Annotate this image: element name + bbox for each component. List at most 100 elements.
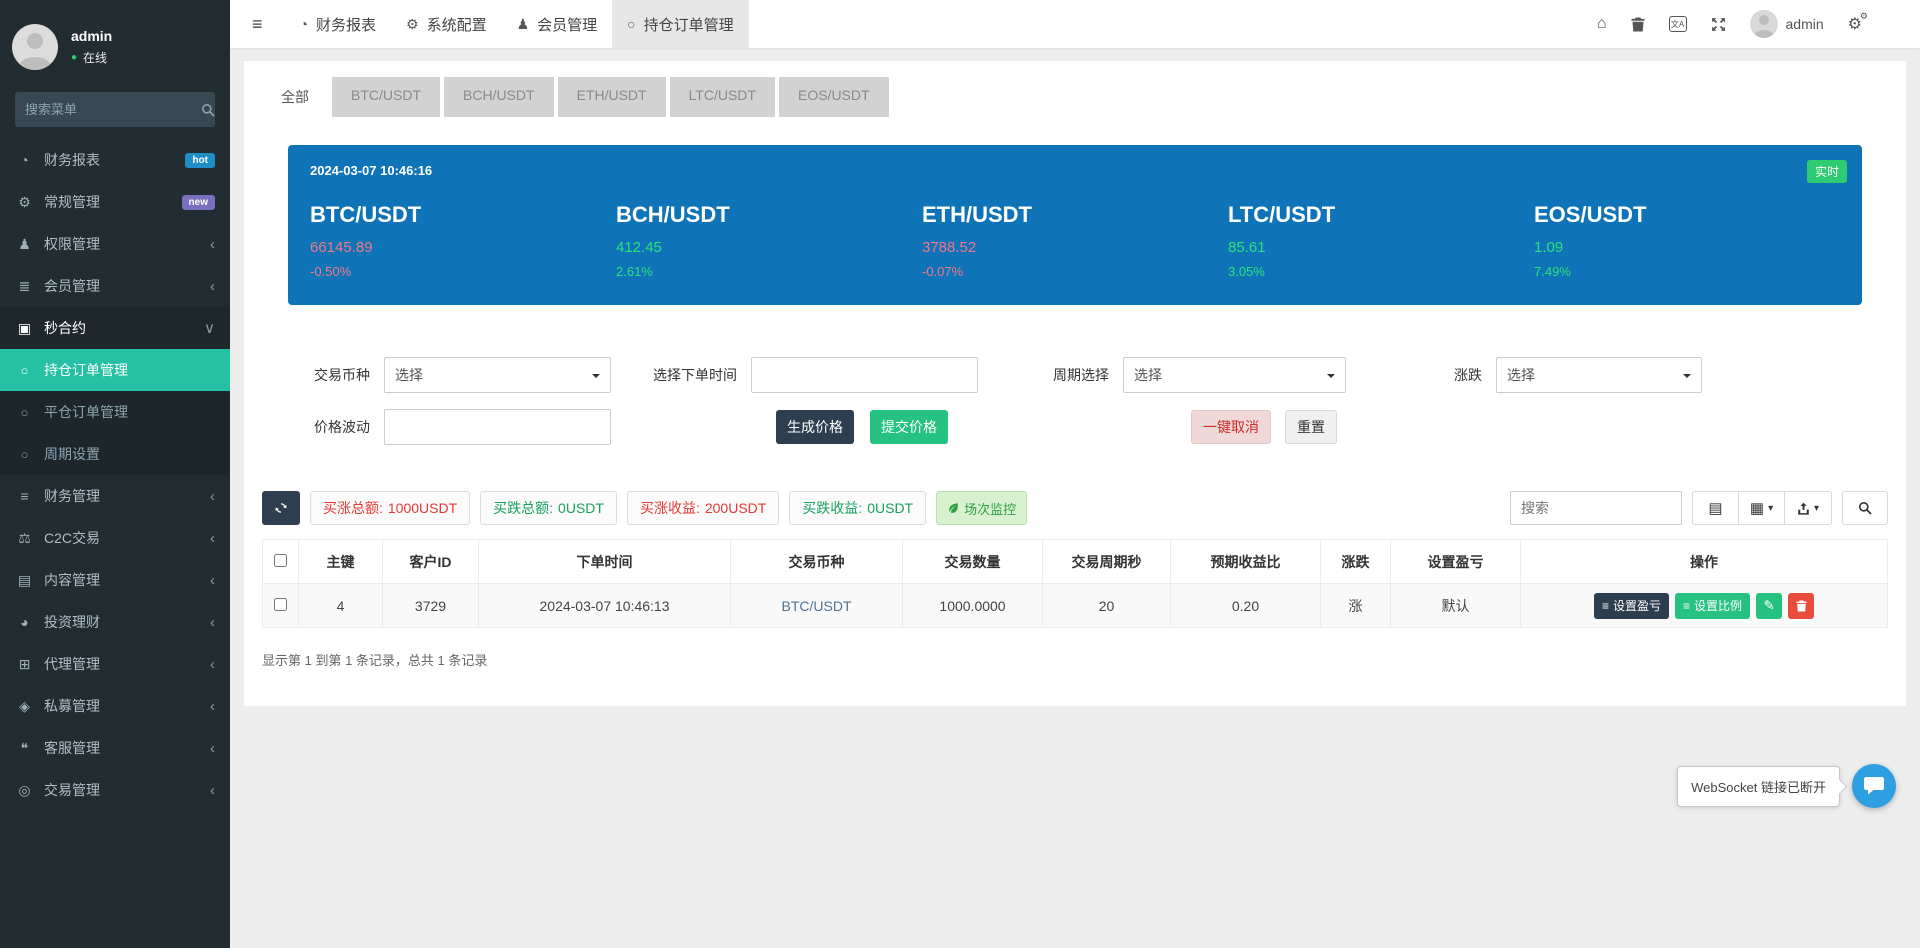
- stat-label: 买跌总额:: [493, 500, 554, 516]
- coin-pair: LTC/USDT: [1228, 202, 1336, 227]
- detail-view-icon: ▤: [1708, 500, 1723, 517]
- sidebar-item-label: 客服管理: [44, 740, 100, 756]
- tab-bch-usdt[interactable]: BCH/USDT: [444, 77, 554, 117]
- sidebar-item-agent[interactable]: ⊞ 代理管理 ‹: [0, 643, 230, 685]
- handshake-icon: ◎: [18, 781, 31, 798]
- comment-icon: ❝: [20, 739, 29, 756]
- sidebar-subitem-holding-orders[interactable]: ○ 持仓订单管理: [0, 349, 230, 391]
- coin-price: 66145.89: [310, 239, 373, 256]
- sidebar-item-content[interactable]: ▤ 内容管理 ‹: [0, 559, 230, 601]
- stat-buy-up-profit: 买涨收益: 200USDT: [626, 491, 780, 525]
- sidebar-item-members[interactable]: ≣ 会员管理 ‹: [0, 265, 230, 307]
- database-icon: ≡: [20, 488, 29, 504]
- topnav-member-mgmt[interactable]: ♟ 会员管理: [502, 0, 613, 48]
- sidebar-subitem-period-settings[interactable]: ○ 周期设置: [0, 433, 230, 475]
- topnav-finance-report[interactable]: ◔ 财务报表: [285, 0, 391, 48]
- topnav-holding-orders[interactable]: ○ 持仓订单管理: [612, 0, 749, 48]
- reset-button[interactable]: 重置: [1285, 410, 1337, 444]
- set-ratio-button[interactable]: ≡ 设置比例: [1675, 592, 1751, 619]
- chevron-left-icon: ‹: [210, 529, 215, 547]
- stat-value: 0USDT: [867, 500, 914, 516]
- chevron-left-icon: ‹: [210, 571, 215, 589]
- tab-eos-usdt[interactable]: EOS/USDT: [778, 77, 889, 117]
- chat-bubble-button[interactable]: [1852, 764, 1896, 808]
- sidebar-item-investment[interactable]: ◕ 投资理财 ‹: [0, 601, 230, 643]
- circle-icon: ○: [627, 16, 636, 32]
- chevron-left-icon: ‹: [210, 235, 215, 253]
- sidebar-item-general[interactable]: ⚙ 常规管理 new: [0, 181, 230, 223]
- search-icon: [1858, 501, 1872, 515]
- stat-buy-down-total: 买跌总额: 0USDT: [480, 491, 617, 525]
- sidebar-search-input[interactable]: [25, 102, 201, 117]
- coin-filter-select[interactable]: 选择: [384, 357, 611, 393]
- submit-price-button[interactable]: 提交价格: [870, 410, 948, 444]
- pie-icon: ◕: [20, 614, 29, 630]
- sidebar-subitem-closed-orders[interactable]: ○ 平仓订单管理: [0, 391, 230, 433]
- coin-ltc: LTC/USDT 85.61 3.05%: [1228, 202, 1534, 279]
- updown-filter-select[interactable]: 选择: [1496, 357, 1702, 393]
- coin-pair: BCH/USDT: [616, 202, 730, 227]
- columns-icon: ▦: [1749, 500, 1765, 517]
- banner-timestamp: 2024-03-07 10:46:16: [310, 163, 433, 178]
- stat-value: 0USDT: [558, 500, 604, 516]
- detail-view-button[interactable]: ▤: [1693, 492, 1739, 524]
- cancel-all-button[interactable]: 一键取消: [1191, 410, 1271, 444]
- topnav: ◔ 财务报表 ⚙ 系统配置 ♟ 会员管理 ○ 持仓订单管理: [285, 0, 749, 48]
- pair-link[interactable]: BTC/USDT: [781, 597, 852, 614]
- briefcase-icon: ⊞: [18, 655, 31, 672]
- dashboard-icon: ◔: [299, 16, 308, 32]
- generate-price-button[interactable]: 生成价格: [776, 410, 854, 444]
- online-status-icon: ●: [71, 52, 78, 63]
- col-actions: 操作: [1520, 539, 1888, 584]
- sidebar-item-trade-mgmt[interactable]: ◎ 交易管理 ‹: [0, 769, 230, 811]
- tab-btc-usdt[interactable]: BTC/USDT: [332, 77, 440, 117]
- select-value: 选择: [395, 367, 423, 383]
- sidebar-item-c2c[interactable]: ⚖ C2C交易 ‹: [0, 517, 230, 559]
- tab-all[interactable]: 全部: [262, 77, 328, 117]
- sidebar-item-finance-mgmt[interactable]: ≡ 财务管理 ‹: [0, 475, 230, 517]
- order-time-input[interactable]: [751, 357, 978, 393]
- period-filter-select[interactable]: 选择: [1123, 357, 1346, 393]
- tab-eth-usdt[interactable]: ETH/USDT: [557, 77, 666, 117]
- coin-change: -0.50%: [310, 264, 352, 279]
- caret-down-icon: [1683, 373, 1691, 382]
- table-search-input[interactable]: [1510, 491, 1682, 525]
- edit-button[interactable]: ✎: [1756, 592, 1783, 619]
- trash-icon[interactable]: [1631, 17, 1645, 32]
- refresh-button[interactable]: [262, 491, 300, 525]
- home-icon[interactable]: ⌂: [1596, 15, 1607, 32]
- sidebar-item-customer-service[interactable]: ❝ 客服管理 ‹: [0, 727, 230, 769]
- session-monitor-button[interactable]: 场次监控: [936, 491, 1028, 525]
- search-button[interactable]: [1842, 491, 1888, 525]
- col-client-id: 客户ID: [382, 539, 479, 584]
- chevron-down-icon: ∨: [204, 320, 215, 337]
- columns-button[interactable]: ▦ ▾: [1739, 492, 1785, 524]
- stat-buy-up-total: 买涨总额: 1000USDT: [310, 491, 471, 525]
- table-toolbar: 买涨总额: 1000USDT 买跌总额: 0USDT 买涨收益: 200USDT…: [262, 491, 1888, 525]
- settings-gears-icon[interactable]: ⚙ ⚙: [1848, 11, 1868, 34]
- topnav-system-config[interactable]: ⚙ 系统配置: [391, 0, 502, 48]
- sidebar-item-label: 内容管理: [44, 572, 100, 588]
- col-amount: 交易数量: [902, 539, 1043, 584]
- set-profit-button[interactable]: ≡ 设置盈亏: [1593, 592, 1669, 619]
- sidebar-item-second-contract[interactable]: ▣ 秒合约 ∨: [0, 307, 230, 349]
- translate-icon[interactable]: 文A: [1668, 16, 1687, 32]
- search-icon[interactable]: [201, 103, 215, 117]
- fullscreen-icon[interactable]: [1711, 17, 1726, 32]
- row-checkbox[interactable]: [274, 597, 287, 611]
- stat-value: 1000USDT: [387, 500, 458, 516]
- sidebar-item-private-fund[interactable]: ◈ 私募管理 ‹: [0, 685, 230, 727]
- delete-button[interactable]: [1788, 592, 1815, 619]
- sidebar-item-finance-report[interactable]: ◔ 财务报表 hot: [0, 139, 230, 181]
- hamburger-icon[interactable]: ≡: [252, 13, 263, 34]
- topnav-label: 系统配置: [426, 16, 487, 34]
- sidebar-item-permissions[interactable]: ♟ 权限管理 ‹: [0, 223, 230, 265]
- user-menu[interactable]: admin: [1749, 10, 1824, 38]
- export-button[interactable]: ▾: [1785, 492, 1831, 524]
- sidebar-item-label: 常规管理: [44, 194, 100, 210]
- select-all-checkbox[interactable]: [274, 553, 287, 567]
- button-label: 设置盈亏: [1612, 599, 1661, 613]
- cell-client-id: 3729: [382, 583, 479, 628]
- tab-ltc-usdt[interactable]: LTC/USDT: [669, 77, 775, 117]
- price-wave-input[interactable]: [384, 409, 611, 445]
